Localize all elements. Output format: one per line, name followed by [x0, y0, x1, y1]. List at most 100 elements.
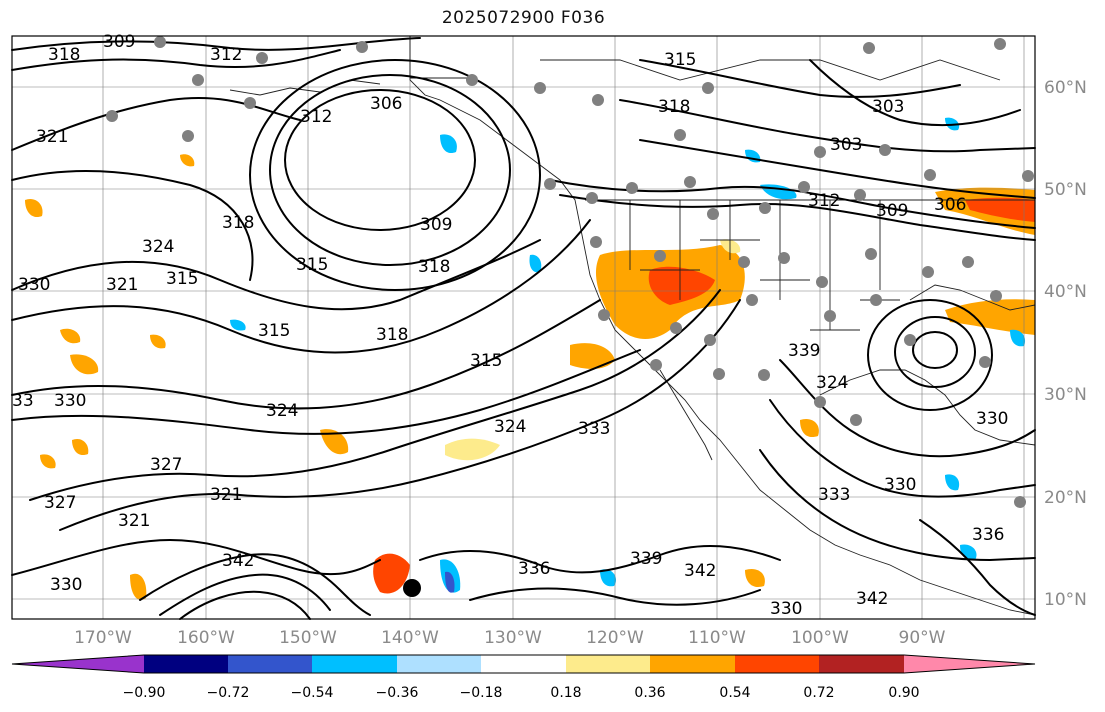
colorbar-extend-low [12, 655, 144, 673]
colorbar-swatch [397, 655, 481, 673]
shaded-patch [600, 569, 617, 587]
contour-label: 321 [36, 127, 68, 147]
colorbar-tick-label: −0.72 [207, 685, 250, 701]
lat-label: 20°N [1044, 488, 1087, 508]
shaded-patch [25, 198, 43, 218]
shaded-patch [965, 197, 1035, 222]
contour-label: 318 [48, 45, 80, 65]
black-marker-dot [403, 579, 421, 597]
contour-label: 327 [150, 455, 182, 475]
colorbar-tick-label: −0.18 [460, 685, 503, 701]
colorbar-swatch [566, 655, 650, 673]
contour-label: 327 [44, 493, 76, 513]
lon-label: 90°W [899, 628, 946, 648]
colorbar-tick-label: −0.90 [123, 685, 166, 701]
shaded-patch [745, 568, 765, 588]
contour-label: 342 [856, 589, 888, 609]
lon-label: 130°W [484, 628, 542, 648]
shaded-patch [130, 573, 147, 600]
contour-label: 324 [816, 373, 848, 393]
contour-label: 309 [103, 32, 135, 52]
shaded-patch [60, 328, 81, 344]
contour-label: 306 [370, 94, 402, 114]
contour-label: 330 [50, 575, 82, 595]
contour-label: 315 [470, 351, 502, 371]
contour-label: 330 [770, 599, 802, 619]
map-panel [12, 36, 1035, 619]
shaded-patch [40, 454, 56, 469]
contour-label: 336 [972, 525, 1004, 545]
lat-label: 30°N [1044, 385, 1087, 405]
shaded-patch [150, 334, 166, 349]
contour-label: 33 [12, 391, 34, 411]
colorbar-swatch [481, 655, 566, 673]
lat-label: 60°N [1044, 78, 1087, 98]
shaded-patch [320, 429, 349, 455]
lon-label: 170°W [74, 628, 132, 648]
shaded-patch [800, 418, 819, 438]
lon-label: 140°W [381, 628, 439, 648]
figure-title: 2025072900 F036 [441, 8, 606, 28]
station-dots [106, 36, 1034, 597]
shaded-patch [230, 319, 246, 331]
shaded-patch [70, 354, 99, 375]
colorbar-swatch [650, 655, 735, 673]
contour-label: 309 [420, 215, 452, 235]
colorbar-tick-label: 0.90 [888, 685, 919, 701]
contour-label: 315 [166, 269, 198, 289]
colorbar-swatch [144, 655, 228, 673]
contour-label: 330 [18, 275, 50, 295]
contour-label: 342 [684, 561, 716, 581]
shaded-patch [945, 299, 1035, 335]
colorbar-tick-label: 0.72 [803, 685, 834, 701]
contour-label: 333 [818, 485, 850, 505]
colorbar-swatch [735, 655, 819, 673]
contour-label: 318 [376, 325, 408, 345]
colorbar-tick-label: −0.54 [291, 685, 334, 701]
colorbar-tick-label: 0.54 [719, 685, 750, 701]
contour-label: 315 [664, 50, 696, 70]
contour-label: 321 [118, 511, 150, 531]
shaded-patch [445, 571, 455, 593]
coastlines [229, 36, 1036, 616]
contour-labels: 309 312 318 321 324 330 315 306 312 318 … [12, 32, 1008, 619]
shaded-patch [1010, 329, 1026, 347]
colorbar-swatch [312, 655, 397, 673]
shaded-patch [570, 343, 615, 369]
contour-label: 306 [934, 195, 966, 215]
colorbar-swatch [819, 655, 904, 673]
lat-label: 40°N [1044, 282, 1087, 302]
shaded-patch [180, 154, 195, 167]
lon-label: 120°W [586, 628, 644, 648]
contour-label: 315 [258, 321, 290, 341]
shaded-patch [72, 438, 89, 456]
contour-label: 342 [222, 551, 254, 571]
contour-label: 336 [518, 559, 550, 579]
shaded-patch [440, 134, 457, 154]
contour-label: 321 [106, 275, 138, 295]
map-frame [11, 35, 1036, 620]
lat-label: 50°N [1044, 180, 1087, 200]
contour-label: 312 [300, 107, 332, 127]
contour-label: 330 [976, 409, 1008, 429]
contour-label: 324 [266, 401, 298, 421]
contour-label: 315 [296, 255, 328, 275]
contour-label: 333 [578, 419, 610, 439]
shaded-patch [945, 474, 960, 491]
lon-label: 110°W [688, 628, 746, 648]
shaded-patch [648, 266, 715, 305]
contour-label: 318 [222, 213, 254, 233]
contour-label: 318 [658, 97, 690, 117]
contour-label: 312 [808, 191, 840, 211]
contour-label: 330 [54, 391, 86, 411]
lon-label: 100°W [791, 628, 849, 648]
shaded-patch [529, 254, 542, 273]
shaded-patch [445, 438, 500, 461]
contour-label: 339 [630, 549, 662, 569]
contour-label: 324 [142, 237, 174, 257]
contour-label: 330 [884, 475, 916, 495]
contour-label: 321 [210, 485, 242, 505]
latitude-labels: 60°N 50°N 40°N 30°N 20°N 10°N [1044, 78, 1087, 610]
contour-label: 339 [788, 341, 820, 361]
